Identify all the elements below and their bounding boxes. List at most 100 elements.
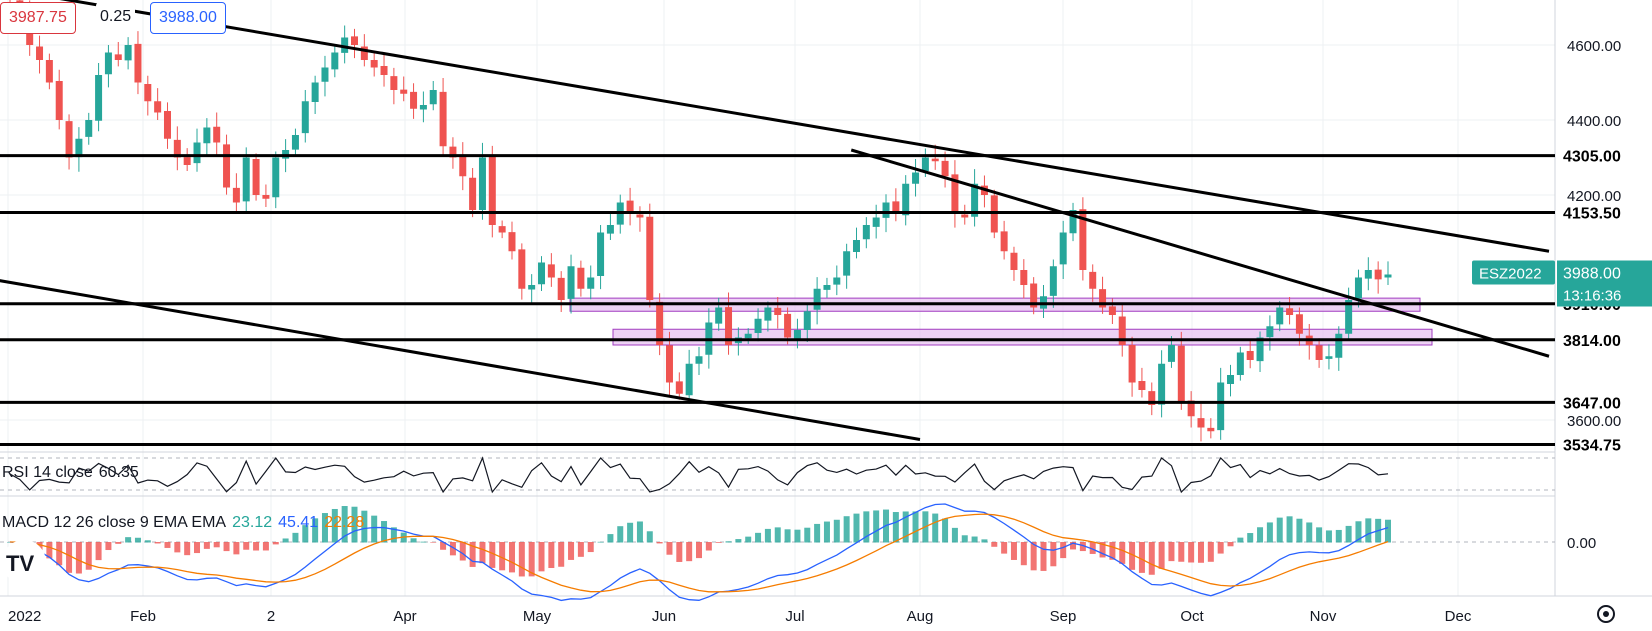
candle-body [872, 217, 880, 227]
macd-histogram-bar [341, 506, 348, 543]
candle-body [882, 202, 890, 218]
macd-histogram-bar [538, 542, 545, 572]
candle-body [134, 43, 142, 83]
candle-body [1000, 231, 1008, 252]
macd-histogram-bar [302, 525, 309, 543]
macd-histogram-bar [66, 542, 73, 573]
macd-histogram-bar [1070, 542, 1077, 550]
candle-body [1227, 375, 1235, 384]
bid-price[interactable]: 3987.75 [0, 2, 76, 34]
candle-body [606, 225, 614, 234]
candle-body [380, 66, 388, 75]
macd-histogram-bar [548, 542, 555, 569]
candle-body [587, 277, 595, 289]
macd-histogram-bar [666, 542, 673, 555]
level-label-bg [1557, 432, 1652, 457]
macd-histogram-bar [686, 542, 693, 562]
macd-histogram-bar [85, 542, 92, 570]
trendlines [0, 0, 1550, 441]
candle-body [223, 144, 231, 188]
candle-body [813, 288, 821, 310]
macd-histogram-bar [1217, 542, 1224, 554]
candle-body [1158, 363, 1166, 405]
candle-body [1187, 400, 1195, 417]
macd-signal-line [9, 513, 1389, 593]
candle-body [1138, 381, 1146, 390]
macd-histogram-bar [125, 537, 132, 543]
candle-body [45, 60, 53, 83]
candle-body [1286, 308, 1294, 315]
candle-body [656, 301, 664, 345]
macd-histogram-bar [774, 527, 781, 543]
candle-body [951, 174, 959, 214]
candle-body [242, 157, 250, 202]
price-tag-bg [1557, 260, 1652, 307]
macd-histogram-bar [745, 536, 752, 543]
macd-histogram-bar [961, 535, 968, 543]
macd-histogram-bar [912, 511, 919, 543]
macd-histogram-bar [1227, 542, 1234, 547]
macd-histogram-bar [46, 542, 53, 559]
candle-body [1128, 345, 1136, 383]
candle-body [1108, 306, 1116, 315]
candle-body [597, 232, 605, 276]
candle-body [754, 318, 762, 333]
candle-body [252, 159, 260, 195]
macd-histogram-bar [1325, 530, 1332, 543]
macd-histogram-bar [1286, 516, 1293, 543]
macd-histogram-bar [253, 542, 260, 551]
rsi-legend[interactable]: RSI 14 close 60.35 [2, 464, 145, 482]
candle-body [360, 46, 368, 60]
macd-hist-value: 23.12 [232, 514, 273, 531]
candle-body [1256, 337, 1264, 362]
macd-legend[interactable]: MACD 12 26 close 9 EMA EMA 23.12 45.41 22.2… [2, 514, 370, 532]
price-tag-countdown: 13:16:36 [1563, 288, 1621, 305]
candle-body [646, 216, 654, 300]
macd-histogram-bar [164, 542, 171, 548]
macd-histogram-bar [1020, 542, 1027, 566]
candle-body [852, 240, 860, 252]
macd-histogram-bar [558, 542, 565, 567]
macd-histogram-bar [144, 540, 151, 543]
macd-histogram-bar [1109, 542, 1116, 560]
macd-histogram-bar [755, 532, 762, 543]
time-tick-label: Sep [1050, 608, 1077, 625]
macd-histogram-bar [115, 542, 122, 544]
candle-body [1207, 427, 1215, 432]
candle-body [36, 46, 44, 60]
macd-histogram-bar [371, 515, 378, 543]
macd-histogram-bar [735, 539, 742, 543]
macd-histogram-bar [627, 522, 634, 543]
macd-histogram-bar [587, 542, 594, 553]
ask-price[interactable]: 3988.00 [150, 2, 226, 34]
candle-body [390, 76, 398, 90]
candle-body [203, 127, 211, 144]
settings-gear-icon[interactable] [1597, 605, 1615, 623]
macd-histogram-bar [1247, 533, 1254, 543]
candle-body [803, 311, 811, 330]
macd-histogram-bar [75, 542, 82, 574]
macd-histogram-bar [1266, 522, 1273, 543]
candle-body [685, 363, 693, 396]
candle-body [793, 330, 801, 339]
macd-histogram-bar [440, 542, 447, 550]
macd-histogram-bar [459, 542, 466, 561]
price-tick-label: 3600.00 [1567, 413, 1621, 430]
macd-histogram-bar [833, 519, 840, 543]
candle-body [370, 60, 378, 68]
spread-value: 0.25 [96, 2, 136, 32]
macd-histogram-bar [568, 542, 575, 560]
macd-histogram-bar [636, 521, 643, 543]
macd-histogram-bar [233, 542, 240, 555]
macd-histogram-bar [656, 542, 663, 544]
macd-histogram-bar [577, 542, 584, 557]
candle-body [124, 45, 132, 61]
macd-histogram-bar [174, 542, 181, 553]
macd-line [9, 503, 1389, 602]
candle-body [1079, 209, 1087, 270]
candle-body [1118, 316, 1126, 345]
candle-body [173, 139, 181, 158]
candle-body [1059, 232, 1067, 265]
macd-histogram-bar [725, 541, 732, 543]
